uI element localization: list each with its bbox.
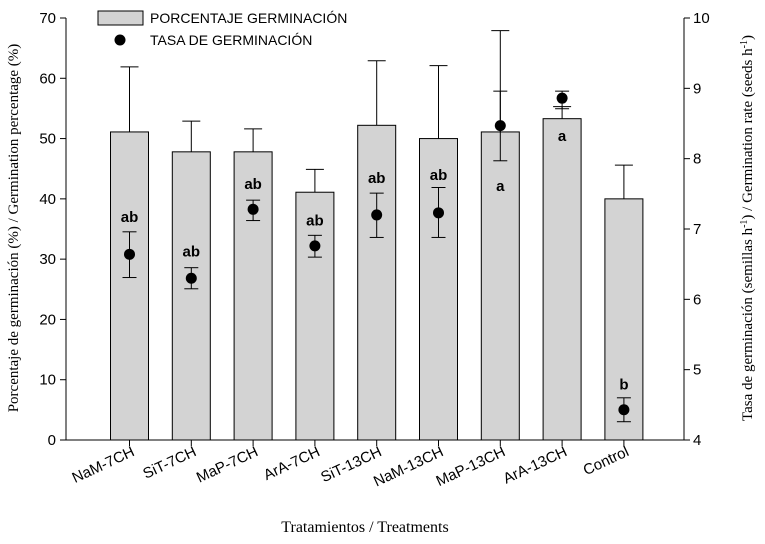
significance-label: ab — [183, 244, 201, 261]
rate-point — [185, 272, 197, 284]
bar — [542, 118, 582, 441]
significance-label: ab — [306, 212, 324, 229]
rate-point — [371, 209, 383, 221]
y2-tick-label: 4 — [693, 432, 701, 449]
rate-point — [556, 92, 568, 104]
rate-point — [124, 248, 135, 260]
y-tick-label: 0 — [48, 432, 56, 449]
x-tick-label: Control — [581, 443, 632, 479]
significance-label: ab — [368, 170, 386, 187]
x-tick-label: MaP-13CH — [434, 443, 508, 490]
legend-bar-label: PORCENTAJE GERMINACIÓN — [150, 10, 347, 26]
rate-point — [247, 203, 259, 215]
y2-axis-label-sup2: -1 — [739, 40, 750, 48]
y2-axis-label-part1: Tasa de germinación (semillas h — [740, 227, 756, 421]
significance-label: ab — [244, 176, 262, 193]
bar — [480, 131, 520, 441]
rate-point — [309, 240, 321, 252]
legend-point-marker — [114, 34, 126, 46]
legend: PORCENTAJE GERMINACIÓN TASA DE GERMINACI… — [97, 10, 347, 48]
significance-label: ab — [121, 209, 139, 226]
rate-point — [433, 207, 444, 219]
bar — [295, 191, 335, 441]
legend-bar-swatch — [97, 10, 144, 26]
significance-label: ab — [430, 167, 448, 184]
significance-label: a — [558, 128, 567, 145]
y-tick-label: 40 — [39, 191, 56, 208]
x-tick-label: NaM-7CH — [70, 443, 138, 487]
y-tick-label: 60 — [39, 70, 56, 87]
bar — [110, 131, 149, 441]
y2-tick-label: 8 — [693, 151, 701, 168]
y-tick-label: 70 — [39, 10, 56, 27]
y2-axis-label-part2: ) / Germination rate (seeds h — [740, 48, 756, 220]
x-tick-label: MaP-7CH — [194, 443, 261, 486]
significance-label: a — [496, 178, 505, 195]
bar — [171, 151, 211, 441]
y-axis-label: Porcentaje de germinación (%) / Germinat… — [6, 44, 22, 413]
rate-point — [494, 120, 506, 132]
x-tick-label: ArA-13CH — [501, 443, 570, 487]
y-tick-label: 30 — [39, 251, 56, 268]
bar — [357, 124, 397, 441]
x-tick-label: ArA-7CH — [261, 443, 323, 484]
y2-tick-label: 5 — [693, 362, 701, 379]
y-tick-label: 50 — [39, 131, 56, 148]
x-tick-label: NaM-13CH — [371, 443, 446, 490]
y-tick-label: 10 — [39, 372, 56, 389]
y-tick-label: 20 — [39, 311, 56, 328]
y2-axis-label-part3: ) — [740, 35, 756, 40]
significance-label: b — [619, 376, 628, 393]
y2-axis-label: Tasa de germinación (semillas h-1) / Ger… — [739, 35, 756, 421]
x-axis-label: Tratamientos / Treatments — [281, 519, 448, 536]
legend-point-label: TASA DE GERMINACIÓN — [150, 32, 312, 48]
rate-point — [618, 404, 630, 416]
x-tick-label: SiT-7CH — [140, 443, 199, 482]
bar — [233, 151, 273, 441]
y2-tick-label: 7 — [693, 221, 701, 238]
y2-tick-label: 9 — [693, 80, 701, 97]
y2-tick-label: 10 — [693, 10, 710, 27]
y2-tick-label: 6 — [693, 291, 701, 308]
y2-axis-label-sup1: -1 — [739, 220, 750, 228]
